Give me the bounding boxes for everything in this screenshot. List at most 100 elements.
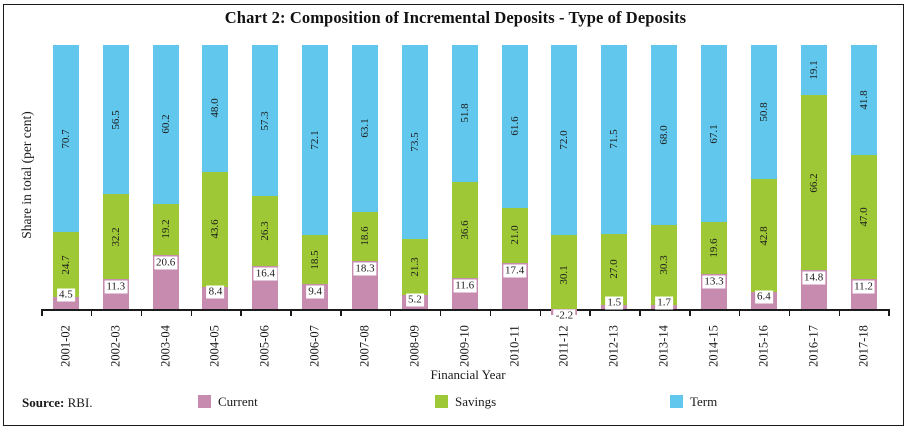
bar-value-label: 42.8	[757, 225, 770, 246]
bar-value-label: 72.1	[309, 130, 322, 150]
bar-segment-term-2002-03	[102, 45, 129, 195]
bar-value-label: 21.0	[508, 225, 521, 245]
x-axis-line	[41, 309, 889, 311]
x-tick-label: 2003-04	[158, 325, 173, 367]
legend-swatch-term	[670, 395, 683, 408]
x-axis-tick	[340, 309, 342, 316]
x-axis-tick	[439, 309, 442, 316]
bar-value-label: 16.4	[253, 267, 277, 281]
x-axis-tick	[788, 309, 791, 316]
x-tick-label: 2009-10	[457, 325, 472, 367]
legend-label: Current	[218, 393, 258, 409]
bar-segment-savings-2011-12	[551, 235, 578, 315]
bar-value-label: 68.0	[658, 125, 671, 145]
legend-item-savings: Savings	[435, 394, 496, 409]
x-axis-tick	[589, 309, 591, 316]
x-axis-tick	[389, 309, 392, 316]
legend-item-current: Current	[198, 394, 258, 409]
bar-value-label: 4.5	[57, 288, 75, 302]
bar-segment-term-2003-04	[152, 45, 179, 204]
bar-segment-current-2001-02	[52, 297, 79, 309]
bar-value-label: 73.5	[408, 132, 421, 152]
bar-value-label: 21.3	[408, 257, 421, 277]
bar-segment-term-2001-02	[52, 45, 79, 232]
source-note: Source: RBI.	[22, 395, 93, 411]
bar-segment-savings-2007-08	[352, 211, 379, 261]
bar-segment-term-2009-10	[451, 45, 478, 182]
bar-value-label: 63.1	[359, 118, 372, 138]
legend-swatch-current	[198, 395, 211, 408]
x-tick-label: 2014-15	[706, 325, 721, 367]
bar-value-label: 11.2	[852, 280, 875, 294]
bar-value-label: 14.8	[802, 271, 826, 285]
legend-label: Term	[690, 393, 718, 409]
bar-segment-savings-2001-02	[52, 231, 79, 298]
bar-value-label: 48.0	[209, 98, 222, 118]
x-tick-label: 2015-16	[756, 325, 771, 367]
bar-value-label: 36.6	[458, 220, 471, 240]
bar-value-label: -2.2	[553, 309, 576, 323]
x-tick-label: 2006-07	[307, 325, 322, 367]
bar-value-label: 67.1	[707, 123, 720, 144]
x-axis-tick	[738, 309, 741, 316]
bar-value-label: 5.2	[406, 293, 424, 307]
bar-value-label: 32.2	[109, 227, 122, 247]
bar-value-label: 26.3	[259, 221, 272, 241]
bar-segment-term-2010-11	[501, 45, 528, 208]
bar-segment-term-2013-14	[651, 45, 678, 225]
x-tick-label: 2010-11	[507, 325, 522, 367]
x-axis-label: Financial Year	[430, 367, 506, 382]
bar-value-label: 50.8	[757, 102, 770, 122]
x-tick-label: 2004-05	[207, 325, 222, 367]
bar-segment-savings-2003-04	[152, 203, 179, 255]
x-axis-tick	[489, 309, 492, 316]
bar-segment-term-2017-18	[850, 45, 877, 156]
x-axis-tick	[240, 309, 242, 316]
bar-segment-savings-2006-07	[302, 235, 329, 285]
bar-segment-savings-2005-06	[252, 196, 279, 266]
bar-value-label: 47.0	[857, 207, 870, 228]
bar-value-label: 19.1	[807, 60, 820, 80]
bar-segment-savings-2013-14	[651, 224, 678, 305]
bar-value-label: 66.2	[807, 172, 820, 193]
x-tick-label: 2002-03	[108, 325, 123, 367]
x-tick-label: 2005-06	[257, 325, 272, 367]
bar-segment-term-2011-12	[551, 45, 578, 236]
bar-segment-savings-2004-05	[202, 171, 229, 287]
source-value: RBI.	[67, 395, 93, 410]
bar-value-label: 57.3	[259, 111, 272, 131]
x-axis-tick	[838, 309, 841, 316]
bar-value-label: 60.2	[159, 114, 172, 135]
x-tick-label: 2013-14	[656, 325, 671, 367]
bar-segment-savings-2009-10	[451, 181, 478, 279]
bar-value-label: 8.4	[206, 285, 225, 299]
bar-segment-term-2014-15	[700, 45, 727, 223]
legend-swatch-savings	[435, 395, 448, 408]
bar-segment-savings-2014-15	[700, 222, 727, 274]
bar-value-label: 18.3	[353, 262, 377, 276]
bar-value-label: 56.5	[109, 109, 122, 130]
x-tick-label: 2017-18	[856, 325, 871, 367]
bar-segment-term-2005-06	[252, 45, 279, 197]
chart-title: Chart 2: Composition of Incremental Depo…	[224, 8, 687, 27]
bar-value-label: 9.4	[306, 285, 325, 299]
x-axis-tick	[90, 309, 93, 316]
bar-segment-term-2016-17	[800, 44, 827, 96]
x-axis-tick	[639, 309, 641, 316]
bar-segment-term-2006-07	[302, 45, 329, 236]
bar-value-label: 61.6	[508, 116, 521, 136]
bar-value-label: 11.3	[104, 280, 128, 294]
bar-segment-savings-2002-03	[102, 194, 129, 280]
bar-segment-savings-2008-09	[401, 239, 428, 296]
x-axis-tick	[140, 309, 143, 316]
x-tick-label: 2008-09	[407, 325, 422, 367]
bar-value-label: 72.0	[558, 130, 571, 150]
bar-segment-term-2007-08	[352, 45, 379, 212]
bar-value-label: 19.6	[707, 238, 720, 258]
x-tick-label: 2001-02	[58, 325, 73, 367]
bar-value-label: 18.6	[359, 226, 372, 246]
bar-segment-savings-2015-16	[750, 179, 777, 293]
bar-segment-savings-2016-17	[800, 95, 827, 270]
y-axis-label: Share in total (per cent)	[19, 111, 34, 239]
